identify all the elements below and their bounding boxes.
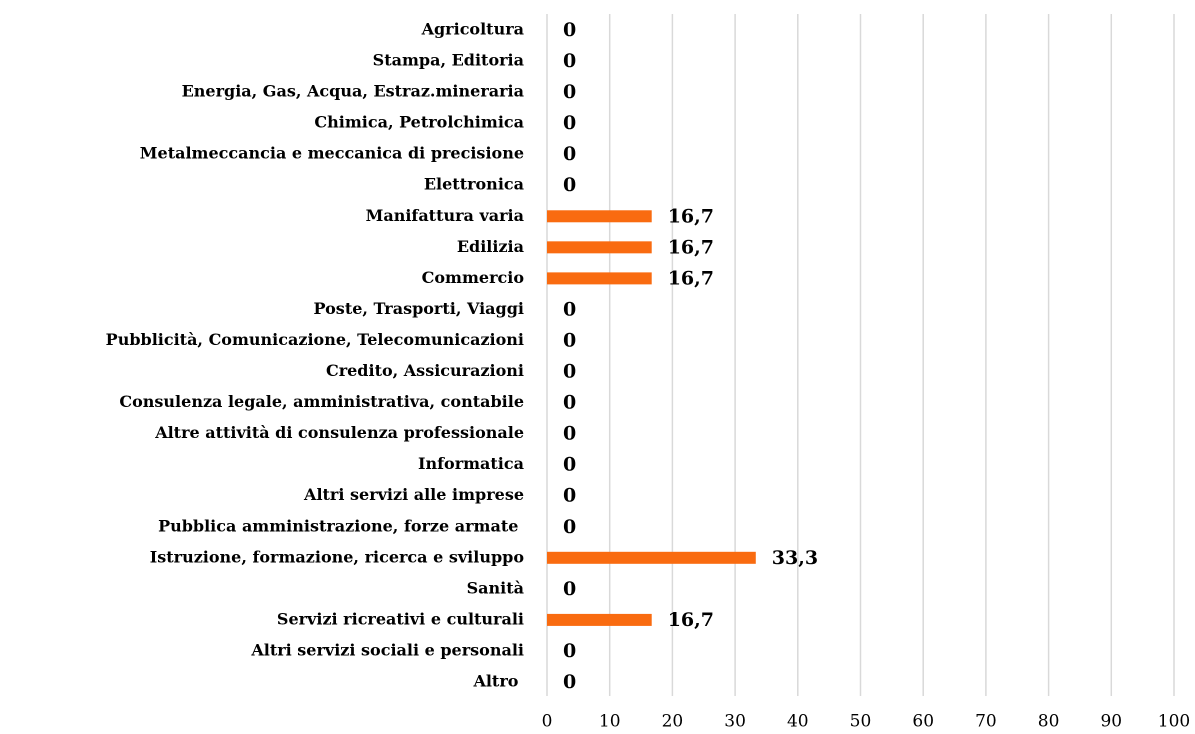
data-label: 0	[563, 112, 576, 134]
x-tick-label: 60	[912, 712, 934, 732]
data-label: 0	[563, 174, 576, 196]
bar	[547, 551, 756, 564]
category-label: Edilizia	[457, 237, 524, 256]
bar	[547, 241, 652, 254]
category-label: Chimica, Petrolchimica	[314, 113, 524, 132]
data-label: 16,7	[668, 267, 714, 289]
category-label: Metalmeccancia e meccanica di precisione	[140, 144, 524, 163]
bar	[547, 210, 652, 223]
x-tick-label: 90	[1100, 712, 1122, 732]
category-label: Altri servizi sociali e personali	[250, 640, 524, 659]
x-tick-label: 20	[662, 712, 684, 732]
data-label: 0	[563, 671, 576, 693]
category-label: Agricoltura	[421, 20, 524, 39]
category-label: Altri servizi alle imprese	[303, 485, 524, 504]
category-label: Manifattura varia	[366, 206, 524, 225]
category-label: Altro	[472, 672, 524, 691]
data-label: 0	[563, 361, 576, 383]
data-label: 0	[563, 454, 576, 476]
x-tick-label: 30	[724, 712, 746, 732]
category-label: Consulenza legale, amministrativa, conta…	[119, 392, 524, 411]
category-label: Altre attività di consulenza professiona…	[154, 423, 524, 442]
data-label: 16,7	[668, 609, 714, 631]
category-label: Stampa, Editoria	[373, 51, 524, 70]
x-tick-label: 0	[542, 712, 553, 732]
category-label: Sanità	[467, 578, 524, 597]
x-tick-label: 80	[1038, 712, 1060, 732]
category-label: Istruzione, formazione, ricerca e svilup…	[150, 547, 525, 566]
x-tick-label: 50	[850, 712, 872, 732]
data-label: 0	[563, 298, 576, 320]
x-tick-label: 100	[1158, 712, 1190, 732]
data-label: 0	[563, 516, 576, 538]
data-label: 16,7	[668, 236, 714, 258]
data-label: 16,7	[668, 205, 714, 227]
x-tick-label: 70	[975, 712, 997, 732]
x-tick-label: 40	[787, 712, 809, 732]
data-label: 0	[563, 640, 576, 662]
data-label: 0	[563, 485, 576, 507]
data-label: 0	[563, 578, 576, 600]
category-label: Servizi ricreativi e culturali	[277, 609, 524, 628]
data-label: 0	[563, 423, 576, 445]
data-label: 0	[563, 329, 576, 351]
category-label: Informatica	[418, 454, 524, 473]
category-label: Elettronica	[424, 175, 524, 194]
data-label: 0	[563, 19, 576, 41]
category-label: Credito, Assicurazioni	[326, 361, 524, 380]
bar	[547, 613, 652, 626]
category-label: Pubblicità, Comunicazione, Telecomunicaz…	[106, 330, 524, 349]
category-label: Energia, Gas, Acqua, Estraz.mineraria	[182, 82, 524, 101]
category-label: Commercio	[422, 268, 525, 287]
category-label: Pubblica amministrazione, forze armate	[158, 516, 524, 535]
data-label: 0	[563, 392, 576, 414]
data-label: 0	[563, 143, 576, 165]
category-label: Poste, Trasporti, Viaggi	[314, 299, 524, 318]
data-label: 0	[563, 81, 576, 103]
bar	[547, 272, 652, 285]
x-tick-label: 10	[599, 712, 621, 732]
data-label: 33,3	[772, 547, 818, 569]
data-label: 0	[563, 50, 576, 72]
